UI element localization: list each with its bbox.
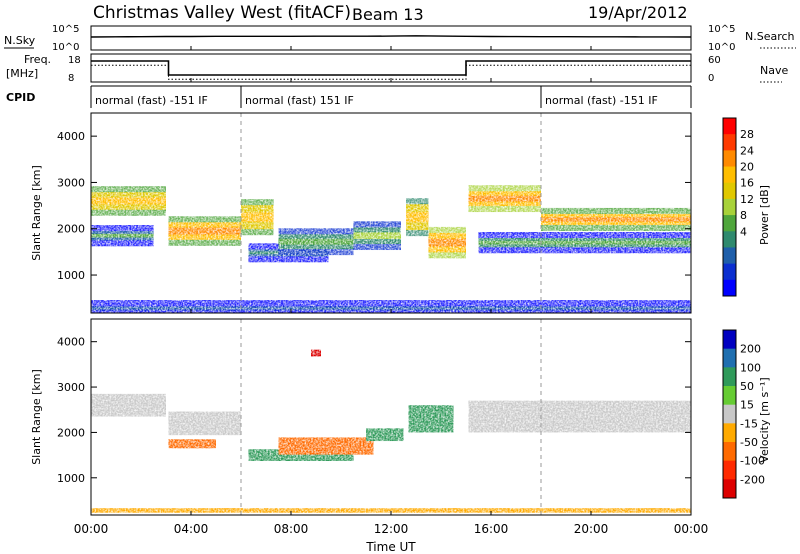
cpid-label: CPID	[6, 91, 35, 104]
time-tick-label: 12:00	[374, 522, 409, 536]
nsearch-label: N.Search	[745, 30, 795, 43]
velocity-colorbar: 200 100 50 15 -15 -50 -100 -200	[722, 329, 765, 499]
time-tick-label: 04:00	[174, 522, 209, 536]
time-axis-label: Time UT	[365, 540, 416, 554]
colorbar-swatch	[723, 182, 736, 200]
colorbar-tick-label: 50	[740, 380, 754, 393]
noise-right-tick-bottom: 10^0	[708, 42, 735, 53]
colorbar-swatch	[723, 330, 736, 350]
frequency-strip: Freq. [MHz] 18 8 60 0 Nave	[6, 53, 788, 84]
colorbar-swatch	[723, 279, 736, 297]
cpid-strip: CPID normal (fast) -151 IF normal (fast) …	[6, 85, 692, 108]
colorbar-swatch	[723, 348, 736, 368]
range-tick-label: 1000	[57, 472, 85, 485]
colorbar-tick-label: -15	[740, 417, 758, 430]
time-tick-label: 00:00	[74, 522, 109, 536]
range-tick-label: 2000	[57, 426, 85, 439]
colorbar-swatch	[723, 247, 736, 265]
range-tick-label: 2000	[57, 223, 85, 236]
freq-unit-label: [MHz]	[6, 67, 38, 80]
time-tick-label: 16:00	[474, 522, 509, 536]
freq-series-line	[91, 60, 691, 76]
colorbar-tick-label: 20	[740, 161, 754, 174]
colorbar-swatch	[723, 479, 736, 499]
colorbar-swatch	[723, 423, 736, 443]
station-title: Christmas Valley West (fitACF)	[93, 3, 351, 23]
range-tick-label: 4000	[57, 130, 85, 143]
cpid-segment-label: normal (fast) 151 IF	[245, 94, 354, 107]
power-y-axis-label: Slant Range [km]	[30, 165, 43, 261]
time-axis: 00:00 04:00 08:00 12:00 16:00 20:00 00:00	[74, 46, 709, 536]
colorbar-swatch	[723, 404, 736, 424]
range-tick-label: 3000	[57, 381, 85, 394]
colorbar-tick-label: 200	[740, 343, 761, 356]
nave-label: Nave	[760, 64, 788, 77]
colorbar-swatch	[723, 460, 736, 480]
colorbar-swatch	[723, 386, 736, 406]
range-tick-label: 4000	[57, 336, 85, 349]
nsky-label: N.Sky	[4, 34, 36, 47]
time-tick-label: 08:00	[274, 522, 309, 536]
time-tick-label: 20:00	[574, 522, 609, 536]
freq-right-tick-top: 60	[708, 55, 721, 66]
velocity-panel: 4000 3000 2000 1000 Slant Range [km]	[30, 318, 692, 516]
colorbar-swatch	[723, 263, 736, 281]
colorbar-tick-label: 15	[740, 399, 754, 412]
power-colorbar-label: Power [dB]	[758, 185, 771, 245]
colorbar-tick-label: -100	[740, 455, 765, 468]
colorbar-swatch	[723, 198, 736, 216]
colorbar-swatch	[723, 367, 736, 387]
date-title: 19/Apr/2012	[588, 3, 688, 22]
velocity-colorbar-label: Velocity [m s⁻¹]	[758, 377, 771, 462]
colorbar-swatch	[723, 442, 736, 462]
colorbar-tick-label: 28	[740, 128, 754, 141]
colorbar-tick-label: 4	[740, 225, 747, 238]
cpid-segment-label: normal (fast) -151 IF	[545, 94, 658, 107]
noise-right-tick-top: 10^5	[708, 24, 735, 35]
colorbar-tick-label: -200	[740, 473, 765, 486]
power-panel: 4000 3000 2000 1000 Slant Range [km]	[30, 112, 692, 314]
colorbar-swatch	[723, 166, 736, 184]
range-tick-label: 1000	[57, 269, 85, 282]
colorbar-swatch	[723, 134, 736, 151]
time-tick-label: 00:00	[674, 522, 709, 536]
beam-title: Beam 13	[352, 5, 424, 24]
colorbar-swatch	[723, 118, 736, 135]
velocity-y-axis-label: Slant Range [km]	[30, 369, 43, 465]
nave-series-line	[91, 64, 691, 80]
colorbar-tick-label: 24	[740, 144, 754, 157]
freq-right-tick-bottom: 0	[708, 73, 714, 84]
velocity-speckle-overlay	[91, 319, 691, 515]
power-speckle-overlay	[91, 113, 691, 313]
power-colorbar: 28 24 20 16 12 8 4	[722, 117, 754, 297]
noise-left-tick-bottom: 10^0	[52, 42, 79, 53]
colorbar-tick-label: 8	[740, 209, 747, 222]
nsky-series-line	[90, 35, 692, 38]
freq-left-tick-top: 18	[68, 55, 81, 66]
freq-left-tick-bottom: 8	[68, 73, 74, 84]
colorbar-tick-label: 100	[740, 361, 761, 374]
range-tick-label: 3000	[57, 176, 85, 189]
colorbar-swatch	[723, 231, 736, 248]
colorbar-tick-label: -50	[740, 436, 758, 449]
colorbar-swatch	[723, 215, 736, 232]
colorbar-tick-label: 16	[740, 177, 754, 190]
colorbar-tick-label: 12	[740, 193, 754, 206]
cpid-segment-label: normal (fast) -151 IF	[95, 94, 208, 107]
noise-strip: N.Sky 10^5 10^0 10^5 10^0 N.Search	[4, 24, 796, 53]
colorbar-swatch	[723, 150, 736, 168]
freq-label: Freq.	[24, 53, 51, 66]
noise-left-tick-top: 10^5	[52, 24, 79, 35]
